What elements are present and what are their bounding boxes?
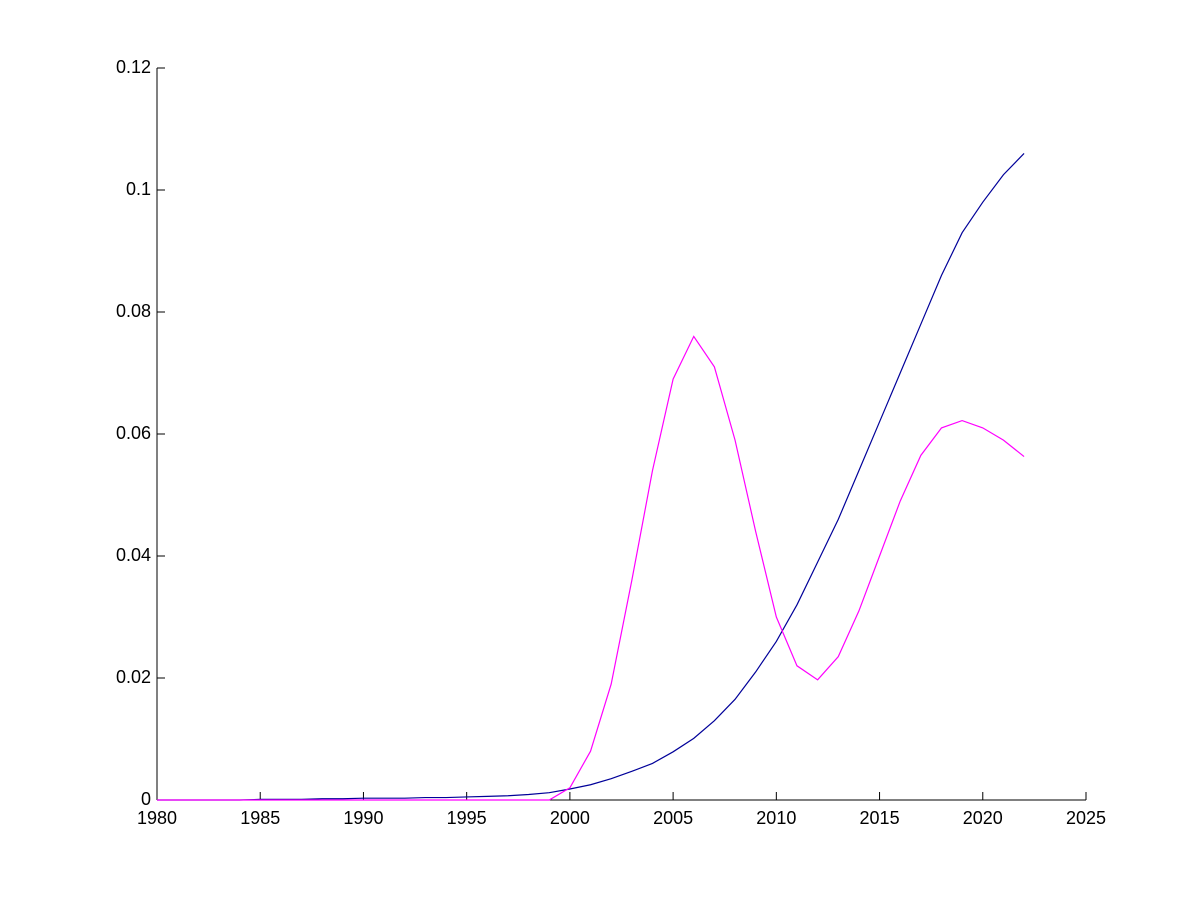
line bbox=[157, 152, 1025, 801]
x-tick-label: 1980 bbox=[137, 808, 177, 828]
x-tick-label: 1990 bbox=[343, 808, 383, 828]
x-tick-label: 1985 bbox=[240, 808, 280, 828]
y-tick-label: 0.04 bbox=[116, 545, 151, 565]
x-tick-label: 2020 bbox=[963, 808, 1003, 828]
x-tick-label: 2015 bbox=[860, 808, 900, 828]
x-tick-label: 1995 bbox=[447, 808, 487, 828]
y-tick-label: 0.1 bbox=[126, 179, 151, 199]
y-tick-label: 0.06 bbox=[116, 423, 151, 443]
line bbox=[157, 335, 1025, 801]
y-tick-label: 0 bbox=[141, 789, 151, 809]
y-tick-label: 0.12 bbox=[116, 57, 151, 77]
y-tick-label: 0.08 bbox=[116, 301, 151, 321]
x-tick-label: 2010 bbox=[756, 808, 796, 828]
x-tick-label: 2005 bbox=[653, 808, 693, 828]
x-tick-label: 2000 bbox=[550, 808, 590, 828]
x-tick-label: 2025 bbox=[1066, 808, 1106, 828]
y-tick-label: 0.02 bbox=[116, 667, 151, 687]
